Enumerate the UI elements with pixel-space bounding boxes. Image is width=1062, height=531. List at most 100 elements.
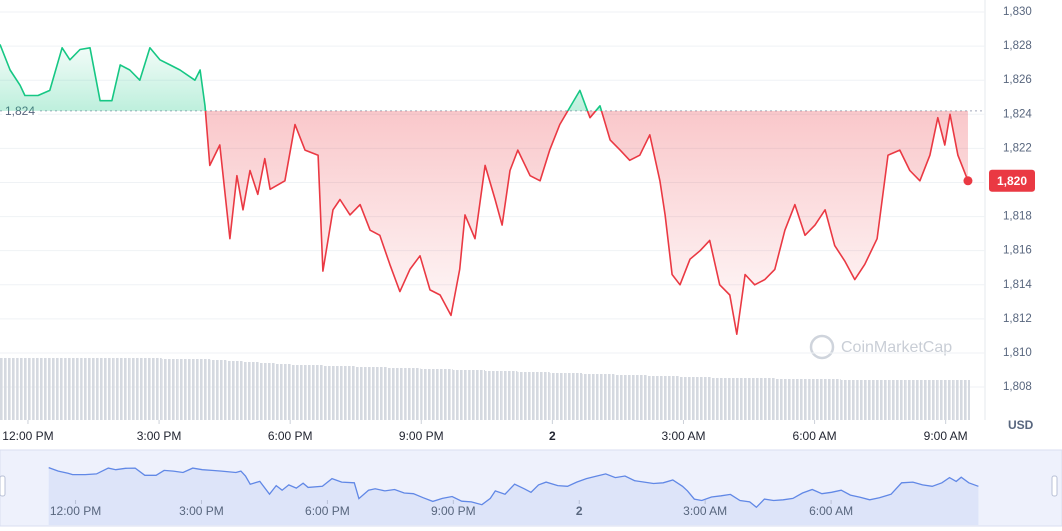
y-tick-label: 1,818 xyxy=(1003,211,1032,223)
y-tick-label: 1,810 xyxy=(1003,347,1032,359)
y-tick-label: 1,828 xyxy=(1003,40,1032,52)
x-tick-label: 3:00 PM xyxy=(137,429,182,443)
volume-bar xyxy=(921,380,938,420)
volume-bar xyxy=(662,376,679,420)
y-tick-label: 1,826 xyxy=(1003,74,1032,86)
volume-bar xyxy=(388,368,405,420)
volume-bar xyxy=(549,373,566,420)
navigator-handle[interactable] xyxy=(1051,475,1058,497)
volume-bar xyxy=(711,378,728,420)
volume-bar xyxy=(194,359,211,420)
y-tick-label: 1,830 xyxy=(1003,6,1032,18)
volume-bar xyxy=(48,358,65,420)
volume-bar xyxy=(953,380,970,420)
watermark: CoinMarketCap xyxy=(809,334,952,360)
volume-bar xyxy=(501,371,518,420)
volume-bar xyxy=(307,365,324,420)
navigator-tick-label: 2 xyxy=(576,504,583,518)
navigator-tick-label: 6:00 PM xyxy=(305,504,350,518)
current-price-badge xyxy=(989,169,1035,192)
navigator-tick-label: 3:00 AM xyxy=(683,504,727,518)
volume-bar xyxy=(840,380,857,420)
volume-bar xyxy=(937,380,954,420)
volume-bar xyxy=(0,358,17,420)
last-price-dot xyxy=(963,176,973,186)
volume-bar xyxy=(16,358,33,420)
volume-bar xyxy=(420,369,437,420)
price-area xyxy=(0,44,968,335)
volume-bar xyxy=(436,369,453,420)
navigator-area xyxy=(48,467,979,525)
volume-bar xyxy=(517,372,534,420)
y-tick-label: 1,808 xyxy=(1003,381,1032,393)
x-tick-label: 9:00 PM xyxy=(399,429,444,443)
y-unit: USD xyxy=(1008,418,1034,432)
y-tick-label: 1,816 xyxy=(1003,245,1032,257)
volume-bar xyxy=(161,359,178,420)
volume-bar xyxy=(80,358,97,420)
volume-bar xyxy=(889,380,906,420)
volume-bar xyxy=(808,379,825,420)
navigator-tick-label: 12:00 PM xyxy=(50,504,101,518)
volume-bar xyxy=(258,363,275,420)
volume-bar xyxy=(242,362,259,420)
volume-bar xyxy=(177,359,194,420)
volume-bar xyxy=(226,361,243,420)
volume-bar xyxy=(727,378,744,420)
volume-bar xyxy=(145,358,162,420)
x-tick-label: 6:00 AM xyxy=(793,429,837,443)
navigator-handle[interactable] xyxy=(0,475,6,497)
volume-bar xyxy=(32,358,49,420)
volume-bar xyxy=(485,371,502,420)
volume-bar xyxy=(371,367,388,420)
navigator-tick-label: 6:00 AM xyxy=(809,504,853,518)
volume-bar xyxy=(323,366,340,420)
volume-bar xyxy=(646,376,663,420)
y-tick-label: 1,822 xyxy=(1003,142,1032,154)
volume-bar xyxy=(582,374,599,420)
volume-bar xyxy=(274,364,291,420)
volume-bar xyxy=(792,379,809,420)
x-tick-label: 2 xyxy=(549,429,556,443)
volume-bar xyxy=(339,366,356,420)
volume-bar xyxy=(291,365,308,420)
volume-bar xyxy=(873,380,890,420)
navigator-tick-label: 3:00 PM xyxy=(179,504,224,518)
current-price-label: 1,820 xyxy=(997,174,1027,188)
navigator-line xyxy=(48,466,979,509)
volume-bar xyxy=(614,375,631,420)
volume-bar xyxy=(695,377,712,420)
navigator-tick-label: 9:00 PM xyxy=(431,504,476,518)
volume-bar xyxy=(468,370,485,420)
volume-bar xyxy=(452,370,469,420)
price-line xyxy=(0,44,969,335)
volume-bar xyxy=(210,360,227,420)
volume-bar xyxy=(129,358,146,420)
y-tick-label: 1,812 xyxy=(1003,313,1032,325)
volume-bar xyxy=(64,358,81,420)
volume-bar xyxy=(404,368,421,420)
volume-bar xyxy=(824,379,841,420)
volume-bar xyxy=(905,380,922,420)
volume-bar xyxy=(533,372,550,420)
x-tick-label: 6:00 PM xyxy=(268,429,313,443)
volume-bar xyxy=(856,380,873,420)
volume-bar xyxy=(97,358,114,420)
watermark-icon xyxy=(809,334,835,360)
watermark-text: CoinMarketCap xyxy=(841,339,952,356)
volume-bar xyxy=(679,377,696,420)
volume-bar xyxy=(743,378,760,420)
volume-bar xyxy=(565,373,582,420)
volume-bar xyxy=(355,367,372,420)
x-tick-label: 9:00 AM xyxy=(924,429,968,443)
volume-bar xyxy=(630,375,647,420)
y-tick-label: 1,824 xyxy=(1003,108,1032,120)
volume-bar xyxy=(759,378,776,420)
y-tick-label: 1,814 xyxy=(1003,279,1032,291)
volume-bar xyxy=(113,358,130,420)
volume-bar xyxy=(598,374,615,420)
navigator[interactable] xyxy=(0,449,1062,527)
x-tick-label: 12:00 PM xyxy=(2,429,53,443)
volume-bar xyxy=(776,379,793,420)
